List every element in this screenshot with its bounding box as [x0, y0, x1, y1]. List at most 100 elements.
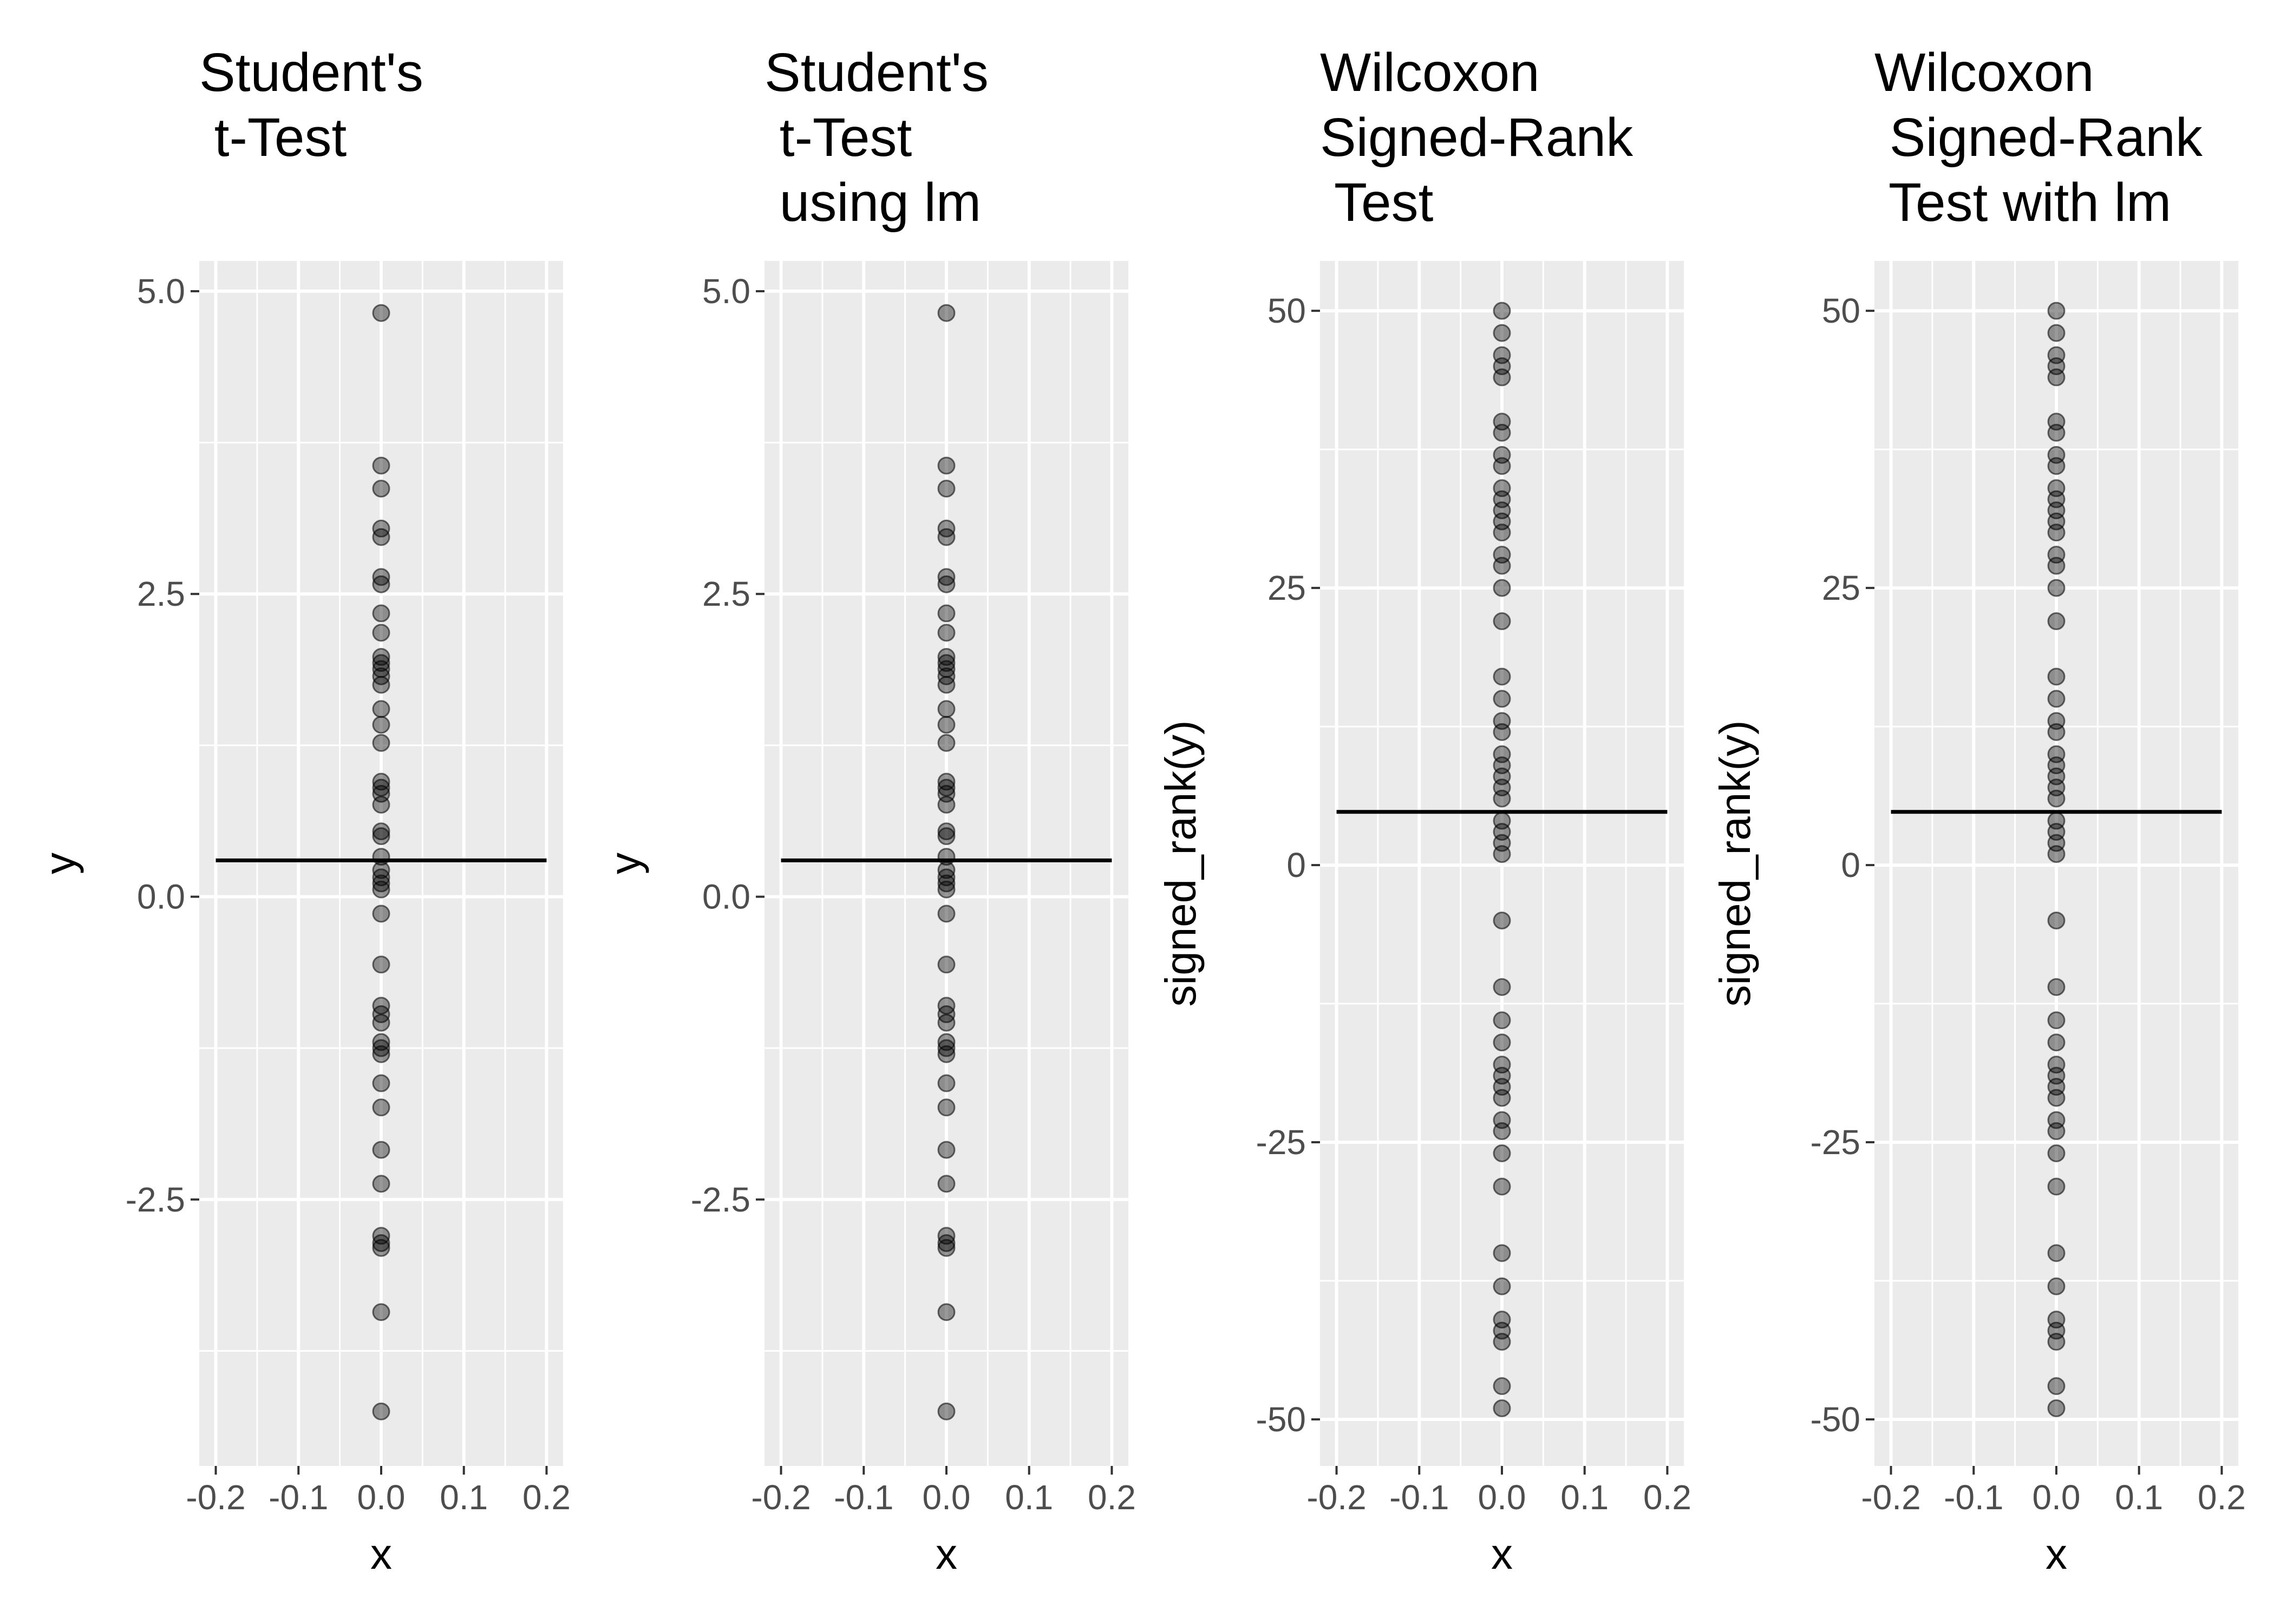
data-point: [2047, 324, 2066, 342]
data-point: [1493, 457, 1511, 475]
data-point: [372, 1175, 390, 1193]
data-point: [372, 734, 390, 752]
data-point: [372, 1013, 390, 1032]
data-point: [937, 568, 956, 586]
data-point: [937, 822, 956, 841]
data-point: [2047, 579, 2066, 597]
data-point: [937, 654, 956, 672]
panel-title-line: using lm: [764, 172, 981, 233]
x-tick-label: 0.1: [1560, 1478, 1609, 1517]
data-point: [1493, 690, 1511, 708]
data-point: [1493, 1377, 1511, 1396]
data-point: [937, 716, 956, 734]
data-point: [937, 1175, 956, 1193]
data-point: [1493, 1122, 1511, 1141]
data-point: [937, 1303, 956, 1321]
x-axis-title: x: [1491, 1530, 1513, 1578]
data-point: [372, 1239, 390, 1257]
x-tick-label: -0.1: [269, 1478, 328, 1517]
data-point: [2047, 368, 2066, 387]
y-tick-label: -50: [1811, 1400, 1861, 1439]
data-point: [2047, 302, 2066, 320]
data-point: [937, 905, 956, 923]
panel-title-line: Student's: [199, 42, 423, 103]
x-axis-title: x: [2046, 1530, 2067, 1578]
y-tick-label: -25: [1811, 1123, 1861, 1162]
data-point: [937, 1098, 956, 1117]
data-point: [372, 1033, 390, 1051]
x-tick-label: 0.0: [357, 1478, 406, 1517]
data-point: [937, 1402, 956, 1420]
y-tick-label: 5.0: [137, 272, 185, 311]
data-point: [1493, 978, 1511, 996]
data-point: [372, 1303, 390, 1321]
data-point: [1493, 1244, 1511, 1262]
data-point: [2047, 1277, 2066, 1295]
data-point: [2047, 789, 2066, 808]
data-point: [937, 848, 956, 866]
data-point: [937, 827, 956, 846]
data-point: [372, 575, 390, 593]
data-point: [937, 480, 956, 498]
x-tick-label: 0.0: [1478, 1478, 1526, 1517]
data-point: [937, 304, 956, 322]
data-point: [1493, 723, 1511, 741]
y-axis-title: y: [36, 853, 84, 874]
data-point: [1493, 667, 1511, 686]
data-point: [2047, 723, 2066, 741]
data-point: [937, 624, 956, 642]
panel-title-line: Wilcoxon: [1320, 42, 1540, 103]
data-point: [1493, 1011, 1511, 1030]
y-tick-label: 25: [1267, 568, 1306, 607]
data-point: [372, 716, 390, 734]
x-tick-label: -0.2: [1861, 1478, 1920, 1517]
data-point: [937, 734, 956, 752]
data-point: [1493, 1144, 1511, 1163]
x-tick-label: 0.1: [1005, 1478, 1053, 1517]
data-point: [372, 648, 390, 666]
data-point: [1493, 1399, 1511, 1418]
data-point: [2047, 1033, 2066, 1052]
data-point: [937, 676, 956, 694]
data-point: [372, 1074, 390, 1092]
y-axis-title: y: [601, 853, 649, 874]
data-point: [2047, 1244, 2066, 1262]
data-point: [2047, 1011, 2066, 1030]
y-tick-label: 25: [1822, 568, 1860, 607]
data-point: [2047, 667, 2066, 686]
x-tick-label: 0.2: [1643, 1478, 1691, 1517]
data-point: [372, 654, 390, 672]
data-point: [2047, 556, 2066, 575]
y-tick-label: 0: [1286, 846, 1306, 885]
data-point: [937, 1033, 956, 1051]
data-point: [937, 1013, 956, 1032]
y-tick-label: -25: [1256, 1123, 1306, 1162]
x-axis-title: x: [370, 1530, 392, 1578]
data-point: [2047, 1399, 2066, 1418]
data-point: [372, 624, 390, 642]
data-point: [937, 861, 956, 879]
y-tick-label: -2.5: [691, 1180, 750, 1219]
data-point: [937, 1039, 956, 1057]
y-tick-label: -50: [1256, 1400, 1306, 1439]
data-point: [937, 700, 956, 718]
data-point: [1493, 324, 1511, 342]
data-point: [2047, 523, 2066, 542]
y-tick-label: -2.5: [126, 1180, 185, 1219]
data-point: [1493, 556, 1511, 575]
data-point: [372, 604, 390, 623]
data-point: [937, 1239, 956, 1257]
x-tick-label: -0.2: [751, 1478, 811, 1517]
data-point: [372, 304, 390, 322]
data-point: [372, 848, 390, 866]
data-point: [1493, 845, 1511, 863]
data-point: [937, 1141, 956, 1159]
data-point: [1493, 1277, 1511, 1295]
data-point: [937, 1045, 956, 1063]
data-point: [372, 1098, 390, 1117]
x-tick-label: 0.2: [2198, 1478, 2246, 1517]
data-point: [937, 1227, 956, 1245]
y-axis-title: signed_rank(y): [1156, 720, 1205, 1006]
x-tick-label: 0.0: [2033, 1478, 2081, 1517]
